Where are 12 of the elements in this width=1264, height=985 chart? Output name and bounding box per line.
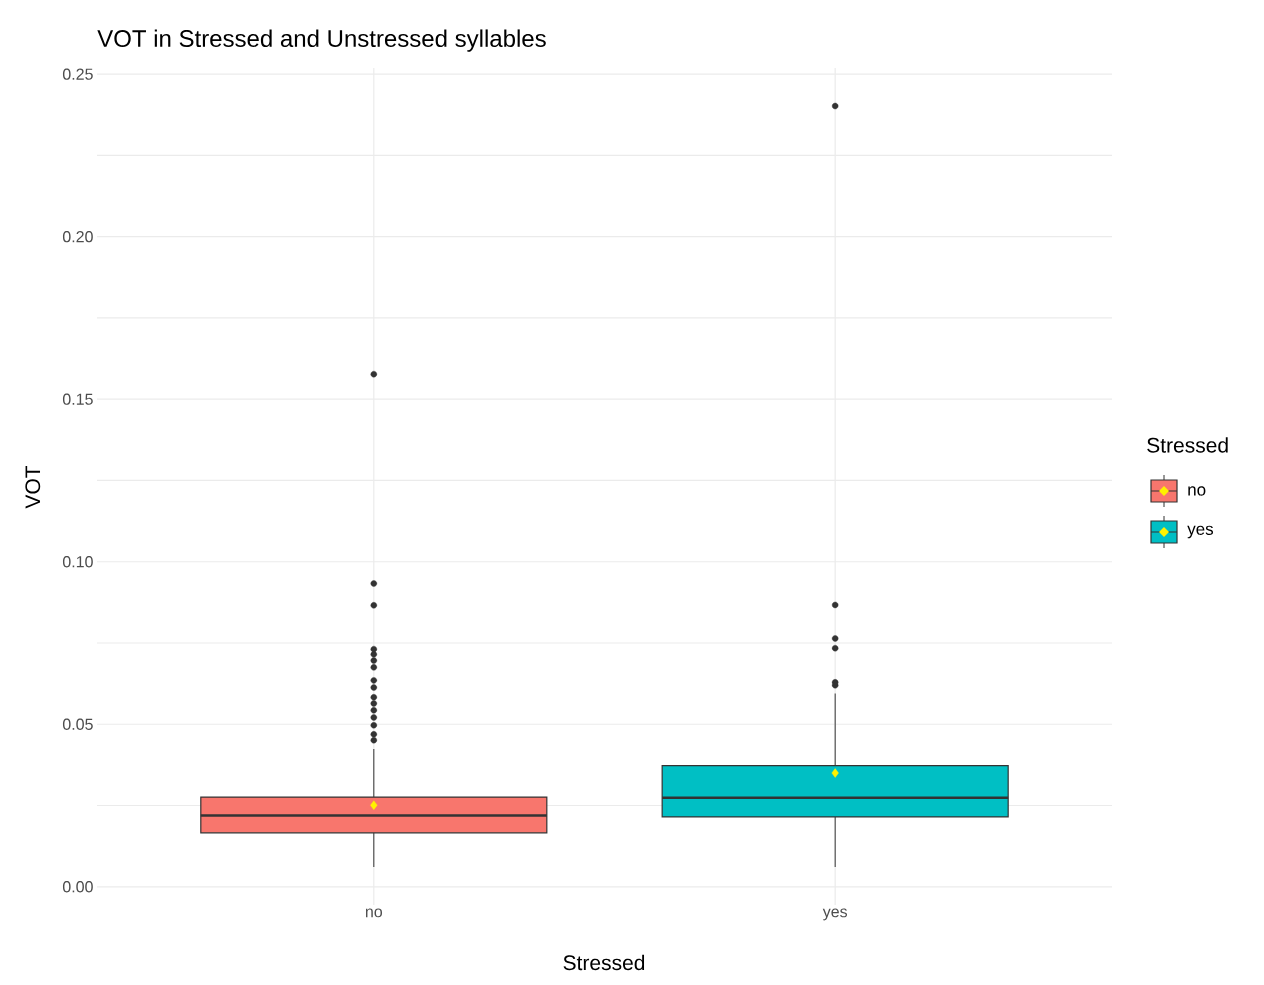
- chart-title: VOT in Stressed and Unstressed syllables: [97, 29, 546, 52]
- y-tick-label: 0.20: [62, 231, 93, 243]
- legend-title: Stressed: [1147, 437, 1228, 453]
- legend-label: no: [1188, 486, 1206, 496]
- y-tick-label: 0.05: [62, 718, 93, 730]
- legend-label: yes: [1187, 525, 1214, 539]
- y-tick-label: 0.15: [62, 393, 93, 405]
- y-tick-label: 0.25: [62, 68, 93, 80]
- y-axis-title: VOT: [25, 465, 41, 509]
- x-axis-title: Stressed: [563, 954, 645, 971]
- y-tick-label: 0.10: [62, 556, 93, 568]
- y-tick-label: 0.00: [62, 881, 93, 893]
